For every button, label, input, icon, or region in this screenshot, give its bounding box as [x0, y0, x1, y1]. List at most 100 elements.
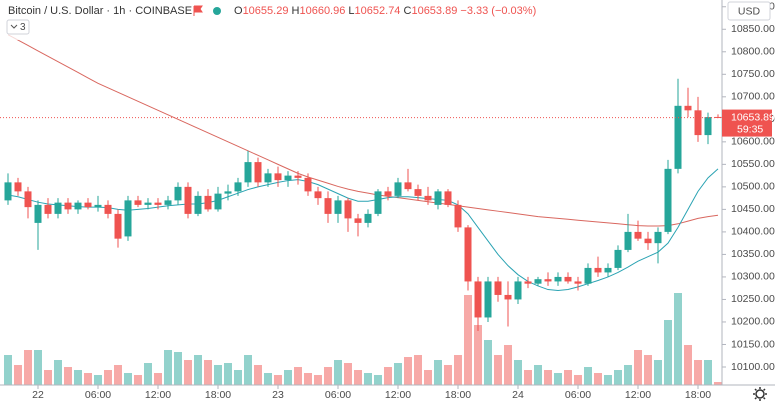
volume-bar — [204, 360, 212, 385]
volume-bar — [394, 363, 402, 385]
candle-body — [694, 110, 702, 136]
flag-icon[interactable] — [193, 5, 203, 16]
candle-body — [14, 182, 22, 192]
candle-body — [64, 202, 72, 210]
status-dot — [213, 7, 221, 15]
x-tick-label: 06:00 — [325, 389, 351, 401]
volume-bar — [694, 360, 702, 385]
candle-body — [474, 281, 482, 318]
volume-bar — [654, 360, 662, 385]
volume-bar — [214, 365, 222, 385]
candle-body — [244, 162, 252, 183]
candle-body — [234, 182, 242, 192]
volume-bar — [344, 363, 352, 385]
candle-body — [674, 105, 682, 169]
volume-bar — [684, 345, 692, 385]
candle-body — [184, 186, 192, 214]
volume-bar — [714, 382, 722, 385]
candle-body — [294, 175, 302, 178]
volume-bar — [514, 360, 522, 385]
y-tick-label: 10700.00 — [731, 91, 775, 103]
volume-bar — [544, 370, 552, 385]
candle-body — [664, 168, 672, 232]
candle-body — [284, 175, 292, 181]
volume-bar — [194, 355, 202, 385]
volume-bar — [604, 375, 612, 385]
volume-bar — [374, 375, 382, 385]
candle-body — [54, 202, 62, 214]
volume-bar — [134, 375, 142, 385]
volume-bar — [24, 350, 32, 385]
candle-body — [304, 177, 312, 192]
y-tick-label: 10200.00 — [731, 316, 775, 328]
separator: · — [125, 5, 135, 17]
volume-bar — [484, 340, 492, 385]
x-tick-label: 12:00 — [385, 389, 411, 401]
candle-body — [194, 195, 202, 214]
settings-icon[interactable] — [753, 387, 767, 401]
volume-bar — [384, 367, 392, 385]
volume-bar — [594, 373, 602, 385]
candle-body — [204, 195, 212, 210]
x-tick-label: 22 — [32, 389, 44, 401]
ohlc-value: 10655.29 — [243, 5, 289, 17]
gear-teeth — [753, 387, 767, 401]
candle-body — [224, 191, 232, 194]
candle-body — [44, 204, 52, 214]
y-tick-label: 10150.00 — [731, 338, 775, 350]
candle-body — [484, 281, 492, 318]
candle-body — [514, 281, 522, 300]
candle-body — [454, 204, 462, 228]
candle-body — [24, 191, 32, 208]
candle-body — [654, 231, 662, 244]
volume-bar — [644, 355, 652, 385]
volume-bar — [4, 355, 12, 385]
y-tick-label: 10800.00 — [731, 46, 775, 58]
x-tick-label: 12:00 — [625, 389, 651, 401]
volume-bar — [34, 350, 42, 385]
candle-body — [444, 191, 452, 205]
y-tick-label: 10750.00 — [731, 68, 775, 80]
y-tick-label: 10550.00 — [731, 158, 775, 170]
indicator-toggle[interactable] — [6, 19, 30, 35]
candle-body — [344, 200, 352, 219]
candle-body — [524, 281, 532, 284]
candle-body — [704, 117, 712, 136]
candle-body — [564, 276, 572, 282]
volume-bar — [494, 355, 502, 385]
y-tick-label: 10350.00 — [731, 248, 775, 260]
candle-body — [264, 173, 272, 183]
volume-bar — [304, 373, 312, 385]
volume-bar — [424, 370, 432, 385]
indicator-count: 3 — [20, 22, 26, 33]
volume-bar — [14, 365, 22, 385]
volume-bar — [294, 367, 302, 385]
volume-bar — [624, 365, 632, 385]
candle-body — [534, 279, 542, 284]
currency-box[interactable] — [727, 1, 771, 21]
y-tick-label: 10100.00 — [731, 361, 775, 373]
y-tick-label: 10500.00 — [731, 181, 775, 193]
candle-body — [134, 200, 142, 205]
candle-body — [124, 200, 132, 237]
volume-bar — [84, 373, 92, 385]
x-tick-label: 18:00 — [205, 389, 231, 401]
candle-body — [154, 202, 162, 205]
volume-bar — [264, 373, 272, 385]
last-price-box — [722, 109, 772, 137]
candle-body — [584, 267, 592, 284]
moving-average — [7, 34, 719, 227]
candle-body — [144, 202, 152, 205]
volume-bar — [474, 325, 482, 385]
candle-body — [594, 267, 602, 273]
candle-body — [174, 186, 182, 201]
candle-body — [574, 281, 582, 284]
ohlc-key: L — [348, 5, 354, 17]
x-tick-label: 18:00 — [445, 389, 471, 401]
ohlc-value: 10652.74 — [355, 5, 401, 17]
volume-bar — [314, 375, 322, 385]
volume-bar — [104, 370, 112, 385]
volume-bar — [664, 320, 672, 385]
y-tick-label: 10850.00 — [731, 23, 775, 35]
x-tick-label: 06:00 — [565, 389, 591, 401]
